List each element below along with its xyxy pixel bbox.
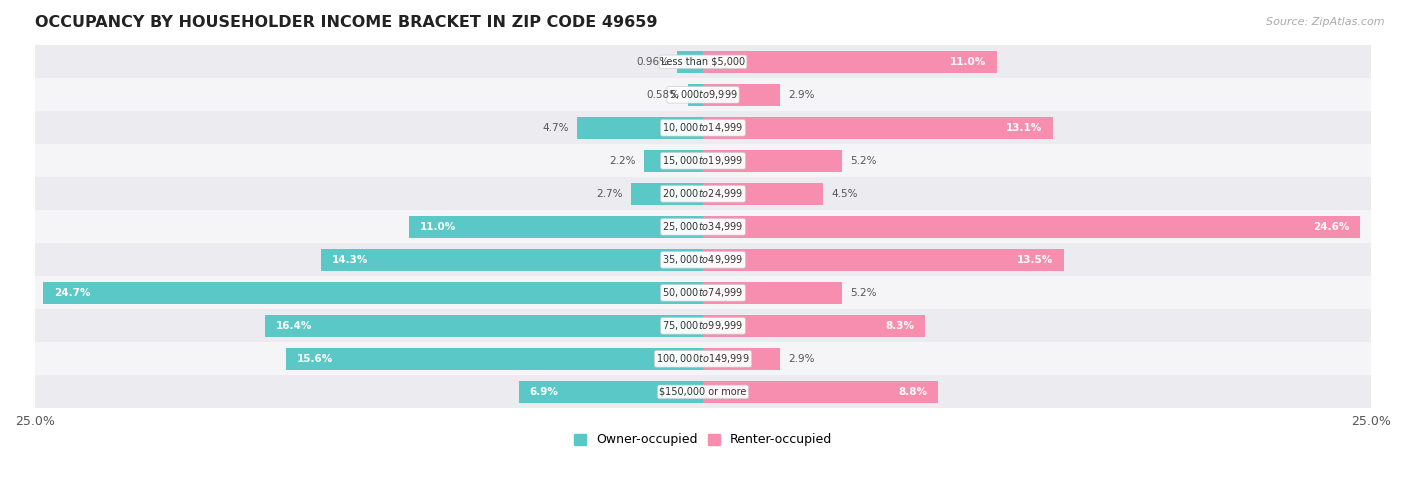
Text: 6.9%: 6.9%	[529, 387, 558, 397]
Text: $10,000 to $14,999: $10,000 to $14,999	[662, 121, 744, 134]
Text: $150,000 or more: $150,000 or more	[659, 387, 747, 397]
Bar	[35, 309, 1371, 342]
Bar	[703, 216, 1361, 238]
Bar	[35, 375, 1371, 409]
Text: OCCUPANCY BY HOUSEHOLDER INCOME BRACKET IN ZIP CODE 49659: OCCUPANCY BY HOUSEHOLDER INCOME BRACKET …	[35, 15, 658, 30]
Text: Less than $5,000: Less than $5,000	[661, 57, 745, 67]
Text: $50,000 to $74,999: $50,000 to $74,999	[662, 286, 744, 300]
Bar	[578, 116, 703, 139]
Bar	[703, 348, 780, 370]
Text: 4.5%: 4.5%	[831, 189, 858, 199]
Bar	[35, 276, 1371, 309]
Bar	[35, 244, 1371, 276]
Bar	[703, 84, 780, 106]
Bar	[409, 216, 703, 238]
Bar	[703, 315, 925, 337]
Text: 2.7%: 2.7%	[596, 189, 623, 199]
Text: 11.0%: 11.0%	[420, 222, 456, 232]
Text: 0.58%: 0.58%	[647, 90, 679, 100]
Text: 4.7%: 4.7%	[543, 123, 569, 133]
Bar	[44, 281, 703, 304]
Bar	[703, 249, 1064, 271]
Text: $15,000 to $19,999: $15,000 to $19,999	[662, 154, 744, 168]
Text: 2.2%: 2.2%	[610, 156, 636, 166]
Text: $20,000 to $24,999: $20,000 to $24,999	[662, 187, 744, 200]
Text: $25,000 to $34,999: $25,000 to $34,999	[662, 220, 744, 233]
Bar	[321, 249, 703, 271]
Bar	[287, 348, 703, 370]
Bar	[35, 78, 1371, 112]
Bar	[688, 84, 703, 106]
Legend: Owner-occupied, Renter-occupied: Owner-occupied, Renter-occupied	[568, 429, 838, 451]
Bar	[703, 51, 997, 73]
Bar	[35, 177, 1371, 210]
Bar	[35, 210, 1371, 244]
Bar	[703, 281, 842, 304]
Text: 2.9%: 2.9%	[789, 354, 815, 364]
Text: $75,000 to $99,999: $75,000 to $99,999	[662, 319, 744, 332]
Text: 15.6%: 15.6%	[297, 354, 333, 364]
Text: 16.4%: 16.4%	[276, 321, 312, 331]
Text: 8.8%: 8.8%	[898, 387, 928, 397]
Text: 11.0%: 11.0%	[950, 57, 986, 67]
Bar	[519, 381, 703, 403]
Text: 13.5%: 13.5%	[1017, 255, 1053, 265]
Text: 0.96%: 0.96%	[637, 57, 669, 67]
Bar	[703, 381, 938, 403]
Bar	[35, 342, 1371, 375]
Bar	[703, 183, 824, 205]
Bar	[678, 51, 703, 73]
Text: 2.9%: 2.9%	[789, 90, 815, 100]
Text: 14.3%: 14.3%	[332, 255, 368, 265]
Text: $35,000 to $49,999: $35,000 to $49,999	[662, 253, 744, 266]
Bar	[703, 116, 1053, 139]
Bar	[264, 315, 703, 337]
Bar	[35, 112, 1371, 144]
Bar	[631, 183, 703, 205]
Text: 24.7%: 24.7%	[53, 288, 90, 298]
Bar	[703, 150, 842, 172]
Text: 13.1%: 13.1%	[1007, 123, 1042, 133]
Text: $100,000 to $149,999: $100,000 to $149,999	[657, 353, 749, 365]
Bar	[644, 150, 703, 172]
Bar	[35, 144, 1371, 177]
Bar	[35, 45, 1371, 78]
Text: 8.3%: 8.3%	[886, 321, 914, 331]
Text: $5,000 to $9,999: $5,000 to $9,999	[669, 88, 737, 101]
Text: 5.2%: 5.2%	[851, 288, 876, 298]
Text: Source: ZipAtlas.com: Source: ZipAtlas.com	[1267, 17, 1385, 27]
Text: 5.2%: 5.2%	[851, 156, 876, 166]
Text: 24.6%: 24.6%	[1313, 222, 1350, 232]
